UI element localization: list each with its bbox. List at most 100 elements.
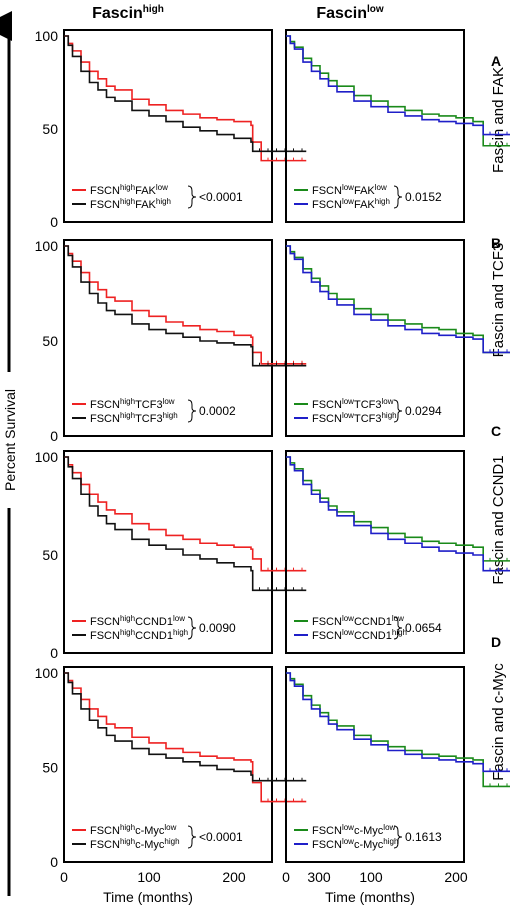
p-value: 0.0002 (199, 404, 236, 418)
legend-brace (393, 399, 403, 423)
panel-frame (63, 29, 273, 223)
survival-curve-green (286, 245, 510, 354)
survival-curve-blue (286, 672, 510, 773)
legend-label: FSCNlowc-Mychigh (312, 837, 398, 851)
x-tick-label: 100 (359, 869, 383, 885)
y-tick-label: 0 (50, 645, 58, 661)
survival-curve-blue (286, 35, 510, 136)
p-value: 0.0090 (199, 621, 236, 635)
legend-brace (187, 825, 197, 849)
x-tick-label: 200 (222, 869, 246, 885)
legend-label: FSCNlowFAKhigh (312, 197, 390, 211)
legend-brace (187, 399, 197, 423)
legend-label: FSCNlowCCND1low (312, 614, 404, 628)
survival-curve-black (64, 456, 307, 592)
panel-frame (285, 450, 465, 654)
survival-curve-black (64, 672, 307, 782)
y-tick-label: 50 (42, 333, 58, 349)
row-label-d: Fascin and c-Myc (490, 663, 507, 781)
y-tick-label: 100 (35, 28, 59, 44)
y-tick-label: 0 (50, 854, 58, 870)
legend-label: FSCNhighTCF3high (90, 411, 178, 425)
survival-curve-red (64, 35, 307, 162)
legend-brace (187, 185, 197, 209)
survival-curve-red (64, 245, 307, 365)
censor-marks-blue (489, 768, 508, 772)
censor-marks-blue (489, 131, 508, 135)
y-tick-label: 0 (50, 214, 58, 230)
survival-curve-red (64, 456, 307, 572)
y-tick-label: 100 (35, 449, 59, 465)
legend-label: FSCNlowTCF3high (312, 411, 397, 425)
legend-brace (187, 616, 197, 640)
censor-marks-blue (489, 349, 508, 353)
legend-label: FSCNhighCCND1low (90, 614, 185, 628)
survival-curve-green (286, 456, 510, 562)
legend-label: FSCNhighCCND1high (90, 628, 188, 642)
panel-frame (285, 29, 465, 223)
row-letter-b: B (491, 235, 501, 251)
x-axis-label-right: Time (months) (325, 889, 415, 905)
legend-label: FSCNlowCCND1high (312, 628, 407, 642)
p-value: 0.0294 (405, 404, 442, 418)
row-letter-d: D (491, 634, 501, 650)
survival-curve-blue (286, 456, 510, 572)
row-label-c: Fascin and CCND1 (490, 455, 507, 584)
legend-label: FSCNhighc-Mychigh (90, 837, 180, 851)
panel-frame (285, 666, 465, 863)
x-tick-label: 0 (282, 869, 290, 885)
censor-marks-green (489, 142, 508, 146)
x-tick-label: 300 (307, 869, 331, 885)
legend-label: FSCNhighc-Myclow (90, 823, 177, 837)
p-value: 0.1613 (405, 830, 442, 844)
p-value: 0.0654 (405, 621, 442, 635)
legend-brace (393, 616, 403, 640)
y-tick-label: 100 (35, 665, 59, 681)
x-axis-label-left: Time (months) (103, 889, 193, 905)
row-label-b: Fascin and TCF3 (490, 243, 507, 358)
y-tick-label: 50 (42, 547, 58, 563)
survival-curve-green (286, 35, 510, 147)
survival-curve-black (64, 35, 307, 153)
y-tick-label: 100 (35, 238, 59, 254)
legend-label: FSCNhighFAKhigh (90, 197, 171, 211)
y-axis-label: Percent Survival (2, 389, 18, 491)
y-axis-label-mask (2, 372, 18, 508)
panel-frame (63, 666, 273, 863)
survival-curve-red (64, 672, 307, 803)
panel-d-low: 0 100 200 300 FSCNlowc-MyclowFSCNlowc-Mychig… (282, 666, 510, 885)
survival-curve-blue (286, 245, 510, 354)
x-tick-label: 100 (137, 869, 161, 885)
row-label-a: Fascin and FAK (490, 67, 507, 173)
panel-d-high: 0 50 100 0 100 200 300 FSCNhighc-MyclowFSCNhigh… (35, 665, 331, 885)
survival-curve-black (64, 245, 307, 367)
y-tick-label: 0 (50, 428, 58, 444)
row-letter-a: A (491, 53, 501, 69)
censor-marks-green (489, 557, 508, 561)
legend-brace (393, 825, 403, 849)
column-title-high: Fascinhigh (92, 4, 164, 22)
p-value: <0.0001 (199, 190, 243, 204)
legend-label: FSCNlowc-Myclow (312, 823, 396, 837)
p-value: 0.0152 (405, 190, 442, 204)
survival-curve-green (286, 672, 510, 788)
censor-marks-blue (489, 567, 508, 571)
x-tick-label: 0 (60, 869, 68, 885)
y-tick-label: 50 (42, 121, 58, 137)
x-tick-label: 200 (444, 869, 468, 885)
legend-brace (393, 185, 403, 209)
column-title-low: Fascinlow (316, 4, 384, 22)
p-value: <0.0001 (199, 830, 243, 844)
legend-label: FSCNhighFAKlow (90, 183, 168, 197)
legend-label: FSCNlowFAKlow (312, 183, 387, 197)
legend-label: FSCNhighTCF3low (90, 397, 175, 411)
panel-frame (63, 450, 273, 654)
